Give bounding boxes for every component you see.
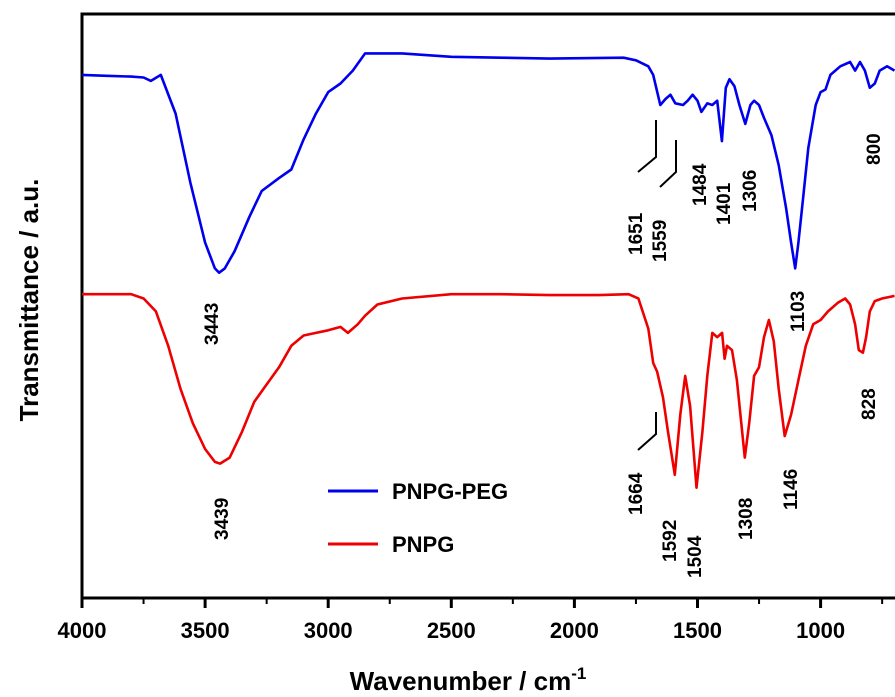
peak-label-1504: 1504: [685, 535, 706, 578]
x-tick-label-3500: 3500: [181, 618, 230, 643]
x-axis-title-text: Wavenumber / cm: [350, 666, 572, 696]
peak-leader-line: [637, 412, 657, 451]
peak-label-1308: 1308: [736, 498, 757, 540]
peak-label-1306: 1306: [740, 170, 761, 212]
peak-label-1651: 1651: [626, 212, 647, 255]
peak-label-828: 828: [859, 388, 880, 420]
peak-label-1484: 1484: [690, 163, 711, 206]
peak-label-3439: 3439: [212, 498, 233, 540]
x-tick-label-2500: 2500: [427, 618, 476, 643]
peak-label-1146: 1146: [781, 469, 802, 510]
peak-leader-line: [659, 140, 677, 188]
x-tick-label-4000: 4000: [58, 618, 107, 643]
peak-label-1664: 1664: [626, 472, 647, 515]
legend-label-pnpg: PNPG: [392, 532, 454, 557]
peak-label-1401: 1401: [714, 182, 735, 225]
legend-label-pnpg-peg: PNPG-PEG: [392, 479, 508, 504]
peak-label-1559: 1559: [650, 220, 671, 262]
peak-label-3443: 3443: [202, 303, 223, 345]
series-line-pnpg: [82, 292, 895, 489]
x-axis-title: Wavenumber / cm-1: [350, 664, 587, 696]
x-axis-title-superscript: -1: [571, 664, 586, 683]
x-tick-label-1500: 1500: [673, 618, 722, 643]
legend: PNPG-PEG PNPG: [328, 479, 508, 557]
peak-label-800: 800: [864, 133, 885, 165]
annotation-layer: 3443 1651 1559 1484 1401 1306 1103 800 3439 1664 1…: [202, 120, 885, 578]
plot-frame: [80, 12, 895, 600]
x-tick-label-1000: 1000: [796, 618, 845, 643]
series-layer: [81, 52, 895, 489]
x-tick-label-3000: 3000: [304, 618, 353, 643]
series-line-pnpg-peg: [81, 52, 895, 274]
peak-label-1103: 1103: [788, 291, 809, 332]
peak-label-1592: 1592: [660, 520, 681, 562]
y-axis-title: Transmittance / a.u.: [14, 179, 44, 422]
x-axis: 4000 3500 3000 2500 2000 1500 1000: [58, 598, 884, 643]
x-tick-label-2000: 2000: [550, 618, 599, 643]
peak-leader-line: [637, 120, 657, 173]
plot-area: [80, 12, 895, 600]
